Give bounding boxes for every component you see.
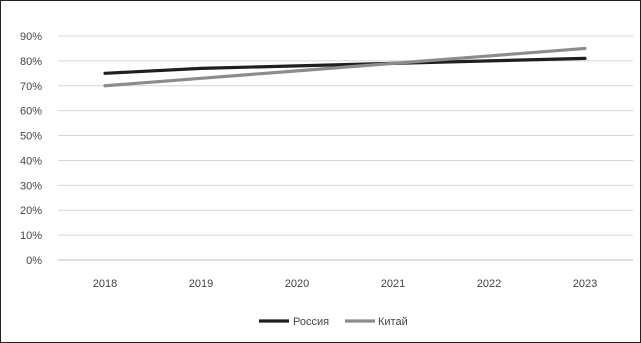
legend-label-china: Китай	[378, 316, 408, 328]
y-tick-label-60: 60%	[20, 106, 42, 118]
y-tick-label-0: 0%	[26, 255, 42, 267]
x-tick-label-2022: 2022	[477, 278, 501, 290]
y-tick-label-80: 80%	[20, 56, 42, 68]
x-tick-label-2020: 2020	[285, 278, 309, 290]
x-tick-label-2019: 2019	[189, 278, 213, 290]
y-tick-label-30: 30%	[20, 180, 42, 192]
y-tick-label-40: 40%	[20, 155, 42, 167]
x-tick-label-2018: 2018	[93, 278, 117, 290]
y-tick-label-20: 20%	[20, 205, 42, 217]
series-line-china	[103, 46, 587, 88]
y-axis-ticks: 0% 10% 20% 30% 40% 50% 60% 70% 80% 90%	[20, 31, 42, 267]
x-tick-label-2023: 2023	[573, 278, 597, 290]
y-tick-label-10: 10%	[20, 230, 42, 242]
x-axis-ticks: 2018 2019 2020 2021 2022 2023	[93, 278, 597, 290]
legend: Россия Китай	[259, 316, 408, 328]
y-tick-label-50: 50%	[20, 131, 42, 143]
y-tick-label-90: 90%	[20, 31, 42, 43]
series-lines	[103, 46, 587, 88]
legend-label-russia: Россия	[293, 316, 329, 328]
x-tick-label-2021: 2021	[381, 278, 405, 290]
y-tick-label-70: 70%	[20, 81, 42, 93]
series-line-russia	[103, 56, 587, 75]
gridlines	[58, 35, 633, 261]
